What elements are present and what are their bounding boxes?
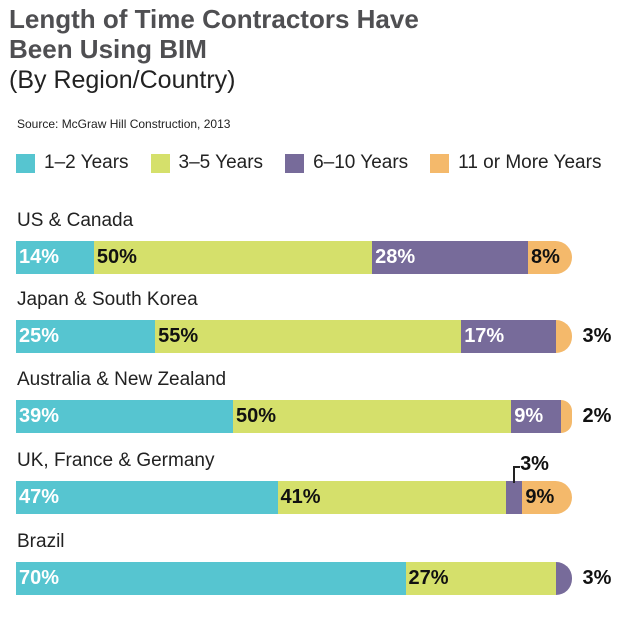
data-label: 28% <box>375 246 416 268</box>
bar-segment <box>405 562 556 595</box>
data-label: 9% <box>514 405 544 427</box>
data-label-leader <box>513 466 521 483</box>
category-label: Australia & New Zealand <box>17 369 227 390</box>
data-label: 47% <box>19 486 60 508</box>
data-label: 70% <box>19 567 60 589</box>
data-label: 39% <box>19 405 60 427</box>
bar-segment <box>461 320 556 353</box>
chart-title: Length of Time Contractors Have Been Usi… <box>9 4 419 64</box>
data-label: 8% <box>530 246 560 268</box>
legend-item: 3–5 Years <box>150 152 264 174</box>
legend-label: 6–10 Years <box>313 152 409 173</box>
chart-subtitle: (By Region/Country) <box>9 66 236 94</box>
title-line-1: Length of Time Contractors Have <box>9 4 419 34</box>
category-label: UK, France & Germany <box>17 450 215 471</box>
source-note: Source: McGraw Hill Construction, 2013 <box>17 117 231 131</box>
data-label: 2% <box>582 405 612 427</box>
legend-label: 3–5 Years <box>178 152 264 173</box>
data-label: 3% <box>582 325 612 347</box>
bar-segment <box>277 481 506 514</box>
legend-swatch <box>16 153 35 173</box>
bar-segment <box>16 320 156 353</box>
data-label: 55% <box>158 325 199 347</box>
category-label: Brazil <box>17 531 65 552</box>
data-label: 3% <box>582 567 612 589</box>
legend-label: 11 or More Years <box>458 152 602 173</box>
data-label: 50% <box>236 405 277 427</box>
legend-swatch <box>285 153 305 173</box>
bar-segment <box>16 400 234 433</box>
data-label: 50% <box>96 246 137 268</box>
data-label: 25% <box>19 325 60 347</box>
data-label: 41% <box>280 486 321 508</box>
data-label: 9% <box>525 486 555 508</box>
title-line-2: Been Using BIM <box>9 34 207 64</box>
bar-segment <box>93 241 373 274</box>
data-label: 3% <box>520 453 549 475</box>
legend-item: 6–10 Years <box>285 152 408 174</box>
bar-segment <box>372 241 528 274</box>
data-label: 17% <box>464 325 505 347</box>
legend-label: 1–2 Years <box>44 152 129 173</box>
bar-segment <box>233 400 512 433</box>
legend-swatch <box>430 153 450 173</box>
bar-segment <box>16 481 278 514</box>
bar-segment <box>555 320 573 353</box>
legend-item: 11 or More Years <box>430 152 601 174</box>
bar-segment <box>522 481 573 514</box>
data-label: 27% <box>408 567 449 589</box>
bar-segment <box>505 481 523 514</box>
legend-swatch <box>150 153 170 173</box>
legend-item: 1–2 Years <box>16 152 129 174</box>
bar-segment <box>511 400 562 433</box>
bar-segment <box>16 562 406 595</box>
bar-segment <box>555 562 573 595</box>
bar-segment <box>16 241 94 274</box>
bar-segment <box>155 320 462 353</box>
category-label: Japan & South Korea <box>17 289 198 310</box>
legend: 1–2 Years 3–5 Years 6–10 Years 11 or More Y… <box>16 152 623 174</box>
bar-segment <box>527 241 573 274</box>
bar-segment <box>561 400 573 433</box>
data-label: 14% <box>19 246 60 268</box>
category-label: US & Canada <box>17 210 134 231</box>
